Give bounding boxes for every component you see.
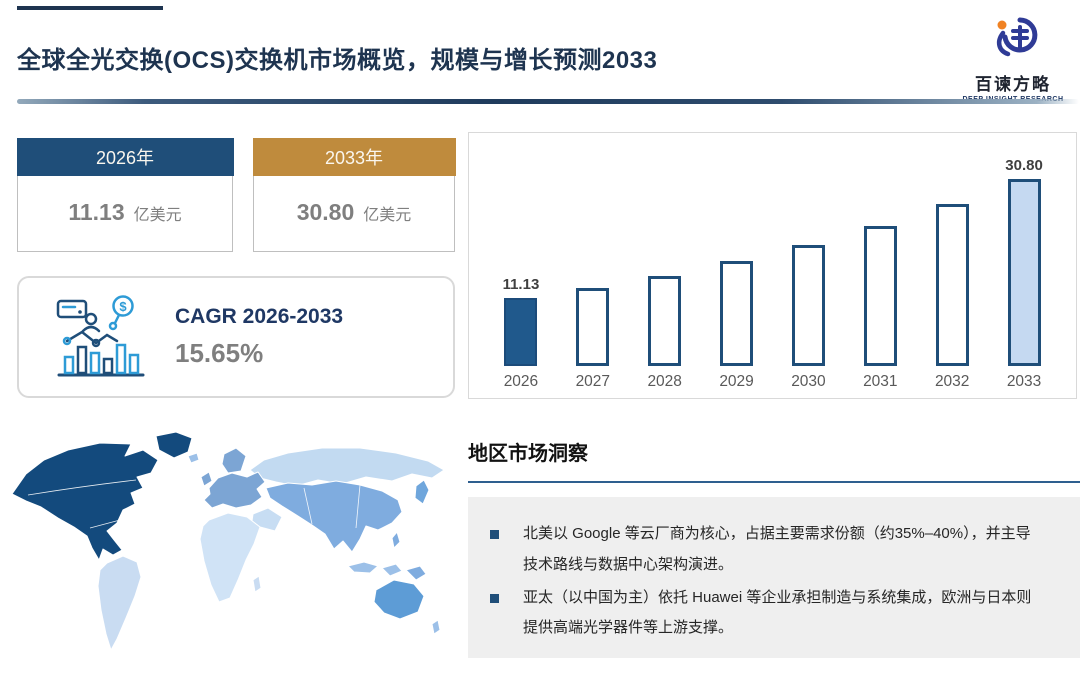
map-region-new-guinea xyxy=(405,565,427,581)
bar-cell: 2027 xyxy=(557,157,629,392)
bar-cell: 2028 xyxy=(629,157,701,392)
bar-year-label: 2031 xyxy=(863,373,898,390)
insight-bullet-text: 亚太（以中国为主）依托 Huawei 等企业承担制造与系统集成，欧洲与日本则提供… xyxy=(523,588,1032,637)
bar-2029 xyxy=(720,261,754,366)
map-region-scandinavia xyxy=(221,447,247,474)
map-region-japan xyxy=(414,479,430,505)
map-region-south-america xyxy=(97,555,142,651)
map-region-russia xyxy=(249,447,445,487)
insights-heading: 地区市场洞察 xyxy=(468,443,588,465)
cagr-text: CAGR 2026-2033 15.65% xyxy=(175,305,343,369)
bar-year-label: 2032 xyxy=(934,373,970,390)
map-region-asia xyxy=(265,480,403,553)
cagr-card: $ CAGR 2026-2033 15.65% xyxy=(17,276,455,398)
bar-cell: 2031 xyxy=(844,157,916,392)
stat-card-2033-body: 30.80 亿美元 xyxy=(254,176,454,250)
svg-text:$: $ xyxy=(119,299,127,314)
insight-bullet: 北美以 Google 等云厂商为核心，占据主要需求份额（约35%–40%），并主… xyxy=(490,519,1054,581)
top-accent-bar xyxy=(17,6,163,10)
bar-2030 xyxy=(791,245,825,366)
cagr-value: 15.65% xyxy=(175,338,264,368)
insights-divider xyxy=(468,481,1080,483)
bar-year-label: 2026 xyxy=(503,373,539,390)
map-region-philippines xyxy=(391,531,401,549)
page-title: 全球全光交换(OCS)交换机市场概览，规模与增长预测2033 xyxy=(17,47,658,74)
bullet-square-icon xyxy=(490,593,499,603)
stat-card-2026: 2026年 11.13 亿美元 xyxy=(16,137,234,252)
stat-card-2033-value: 30.80 xyxy=(296,199,355,225)
bar-year-label: 2028 xyxy=(647,373,682,390)
stat-card-2033-unit: 亿美元 xyxy=(363,206,412,224)
insights-box: 北美以 Google 等云厂商为核心，占据主要需求份额（约35%–40%），并主… xyxy=(468,497,1080,658)
map-region-indonesia xyxy=(347,561,403,577)
bar-2033 xyxy=(1007,179,1041,366)
bullet-square-icon xyxy=(490,530,499,539)
stat-card-2026-value: 11.13 xyxy=(68,199,125,225)
cagr-label: CAGR 2026-2033 xyxy=(175,305,344,328)
insight-bullet-text: 北美以 Google 等云厂商为核心，占据主要需求份额（约35%–40%），并主… xyxy=(523,525,1031,573)
bar-2031 xyxy=(863,226,897,366)
map-region-greenland xyxy=(155,431,193,459)
logo-name: 百谏方略 xyxy=(975,75,1051,94)
bar-year-label: 2027 xyxy=(575,373,611,390)
bar-year-label: 2029 xyxy=(719,373,754,390)
stat-card-2026-unit: 亿美元 xyxy=(133,206,182,224)
map-region-iceland xyxy=(187,452,200,464)
market-size-chart-panel: 11.13 2026 2027 2028 2029 2030 2031 2032 30.80 20… xyxy=(468,132,1077,399)
bar-cell: 2032 xyxy=(916,157,988,392)
bar-chart: 11.13 2026 2027 2028 2029 2030 2031 2032 30.80 20… xyxy=(485,157,1060,392)
stat-card-2026-body: 11.13 亿美元 xyxy=(18,176,232,250)
bar-cell: 2029 xyxy=(701,157,773,392)
stat-card-2026-header: 2026年 xyxy=(16,137,234,176)
bar-year-label: 2030 xyxy=(791,373,826,390)
bar-2026 xyxy=(504,298,538,366)
bar-year-label: 2033 xyxy=(1006,373,1042,390)
bar-cell: 11.13 2026 xyxy=(485,157,557,392)
logo-mark-icon xyxy=(996,17,1038,57)
map-region-africa xyxy=(199,512,261,603)
insight-bullet: 亚太（以中国为主）依托 Huawei 等企业承担制造与系统集成，欧洲与日本则提供… xyxy=(490,583,1054,645)
map-region-new-zealand xyxy=(431,619,441,635)
bar-cell: 2030 xyxy=(773,157,845,392)
map-region-madagascar xyxy=(252,575,262,593)
map-region-australia xyxy=(373,579,425,620)
map-region-europe xyxy=(203,471,266,509)
bar-value-label: 30.80 xyxy=(1005,157,1043,174)
title-divider xyxy=(17,99,1079,104)
bar-cell: 30.80 2033 xyxy=(988,157,1060,392)
bar-2028 xyxy=(648,276,682,366)
growth-chart-icon: $ xyxy=(56,295,145,377)
map-region-uk xyxy=(200,471,213,487)
map-region-north-america xyxy=(11,442,159,561)
bar-2027 xyxy=(576,288,610,366)
stat-card-2033-header: 2033年 xyxy=(252,137,456,176)
stat-card-2033: 2033年 30.80 亿美元 xyxy=(252,137,456,252)
bar-2032 xyxy=(935,204,969,366)
bar-value-label: 11.13 xyxy=(502,276,540,293)
world-map xyxy=(11,431,445,651)
logo: 百谏方略 DEEP INSIGHT RESEARCH xyxy=(954,16,1072,103)
